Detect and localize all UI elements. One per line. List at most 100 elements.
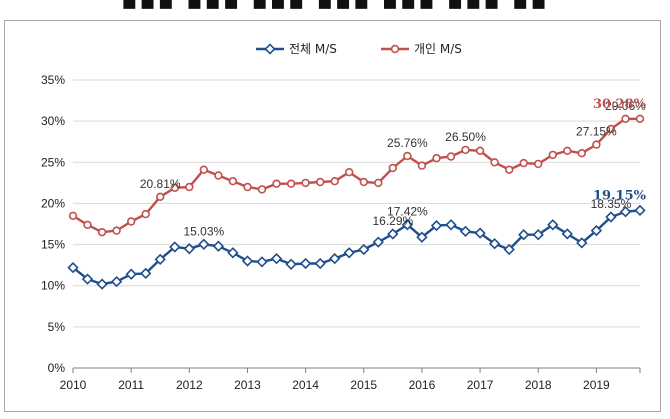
legend: 전체 M/S 개인 M/S xyxy=(256,42,462,56)
point-marker-individual xyxy=(228,177,238,186)
point-marker-individual xyxy=(533,159,543,169)
point-marker-individual xyxy=(83,220,92,230)
point-marker-total xyxy=(270,252,283,265)
point-marker-total xyxy=(81,273,94,285)
point-marker-individual xyxy=(272,179,281,188)
point-marker-total xyxy=(125,268,137,280)
point-marker-individual xyxy=(330,177,339,186)
data-label: 15.03% xyxy=(183,224,224,238)
point-marker-individual xyxy=(243,182,252,192)
point-marker-total xyxy=(299,257,312,270)
point-marker-total xyxy=(358,243,370,256)
chart-canvas: 0%5%10%15%20%25%30%35% 2010 2011 2012 2013 2… xyxy=(41,42,647,392)
point-marker-individual xyxy=(68,211,78,221)
x-tick-label: 2017 xyxy=(467,378,494,392)
point-marker-individual xyxy=(374,178,383,188)
point-marker-individual xyxy=(519,158,528,168)
point-marker-individual xyxy=(214,171,223,180)
point-marker-individual xyxy=(592,140,601,149)
point-marker-individual xyxy=(359,177,368,187)
y-tick-label: 5% xyxy=(48,320,66,334)
x-tick-label: 2013 xyxy=(234,378,261,392)
point-marker-total xyxy=(532,229,544,241)
legend-marker xyxy=(264,43,276,55)
point-marker-total xyxy=(227,247,239,259)
x-tick-label: 2019 xyxy=(583,378,610,392)
point-marker-individual xyxy=(257,185,267,194)
point-marker-individual xyxy=(505,165,514,174)
series-line-individual xyxy=(72,117,640,234)
point-marker-total xyxy=(387,228,399,240)
point-marker-total xyxy=(445,219,457,231)
x-tick-label: 2012 xyxy=(176,378,203,392)
point-marker-total xyxy=(474,227,486,239)
data-label: 25.76% xyxy=(387,136,428,150)
point-marker-total xyxy=(518,229,530,241)
legend-marker xyxy=(390,44,400,54)
point-marker-total xyxy=(140,267,152,280)
point-marker-total xyxy=(285,258,297,270)
point-marker-total xyxy=(256,256,268,268)
x-tick-label: 2018 xyxy=(525,378,552,392)
point-marker-total xyxy=(96,278,108,290)
point-marker-total xyxy=(329,252,341,265)
data-label: 29.06% xyxy=(605,99,646,113)
data-label: 18.35% xyxy=(591,197,632,211)
point-marker-total xyxy=(372,236,384,248)
point-marker-total xyxy=(459,225,472,238)
point-marker-total xyxy=(488,238,501,250)
data-label: 20.81% xyxy=(140,177,181,191)
point-marker-total xyxy=(605,211,617,223)
point-marker-individual xyxy=(446,152,456,161)
point-marker-total xyxy=(634,204,646,217)
x-tick-label: 2010 xyxy=(60,378,87,392)
point-marker-individual xyxy=(621,114,630,124)
chart-frame: 0% 5% 10% 15% 20% 25% 30% 35% 2010 2011 2012 2013 2… xyxy=(4,20,661,412)
point-marker-individual xyxy=(97,228,107,237)
point-marker-total xyxy=(183,243,195,255)
point-marker-individual xyxy=(301,178,310,188)
point-marker-individual xyxy=(461,145,470,155)
data-label: 27.15% xyxy=(576,125,617,139)
point-marker-individual xyxy=(577,149,586,158)
point-marker-individual xyxy=(635,114,645,124)
data-label: 19.15% xyxy=(593,188,647,203)
point-marker-individual xyxy=(199,165,209,174)
point-marker-total xyxy=(154,253,166,266)
data-label: 16.29% xyxy=(372,214,413,228)
x-tick-label: 2015 xyxy=(350,378,377,392)
point-marker-individual xyxy=(316,177,325,187)
point-marker-individual xyxy=(112,226,121,235)
point-marker-total xyxy=(401,219,414,231)
point-marker-individual xyxy=(286,179,296,188)
point-marker-total xyxy=(314,257,326,270)
x-tick-label: 2014 xyxy=(292,378,319,392)
y-tick-label: 35% xyxy=(41,73,65,87)
y-tick-label: 10% xyxy=(41,279,65,293)
x-tick-label: 2011 xyxy=(118,378,144,392)
point-marker-total xyxy=(619,206,632,218)
point-marker-individual xyxy=(170,183,180,193)
series-lines xyxy=(72,117,641,286)
point-marker-individual xyxy=(185,182,194,192)
point-marker-total xyxy=(430,219,443,232)
legend-label: 전체 M/S xyxy=(289,42,337,56)
y-tick-label: 30% xyxy=(41,114,65,128)
point-marker-individual xyxy=(126,217,136,226)
point-marker-individual xyxy=(432,154,441,163)
point-marker-individual xyxy=(490,158,499,167)
x-tick-labels: 2010 2011 2012 2013 2014 2015 2016 2017 2018 2019 xyxy=(60,378,610,392)
y-tick-label: 15% xyxy=(41,238,65,252)
point-marker-total xyxy=(169,241,181,253)
point-marker-total xyxy=(343,247,355,259)
point-marker-total xyxy=(503,243,515,256)
point-marker-total xyxy=(67,261,79,274)
point-marker-total xyxy=(416,231,428,243)
y-tick-label: 20% xyxy=(41,196,65,210)
point-marker-individual xyxy=(548,150,557,160)
series-line-total xyxy=(72,209,641,286)
point-marker-individual xyxy=(606,124,616,134)
cropped-title: ▪▪▪ ▪▪▪ ▪▪▪ ▪▪▪ ▪▪▪ ▪▪▪ ▪▪ xyxy=(121,0,549,14)
point-marker-individual xyxy=(156,192,165,202)
series-markers xyxy=(67,114,646,290)
